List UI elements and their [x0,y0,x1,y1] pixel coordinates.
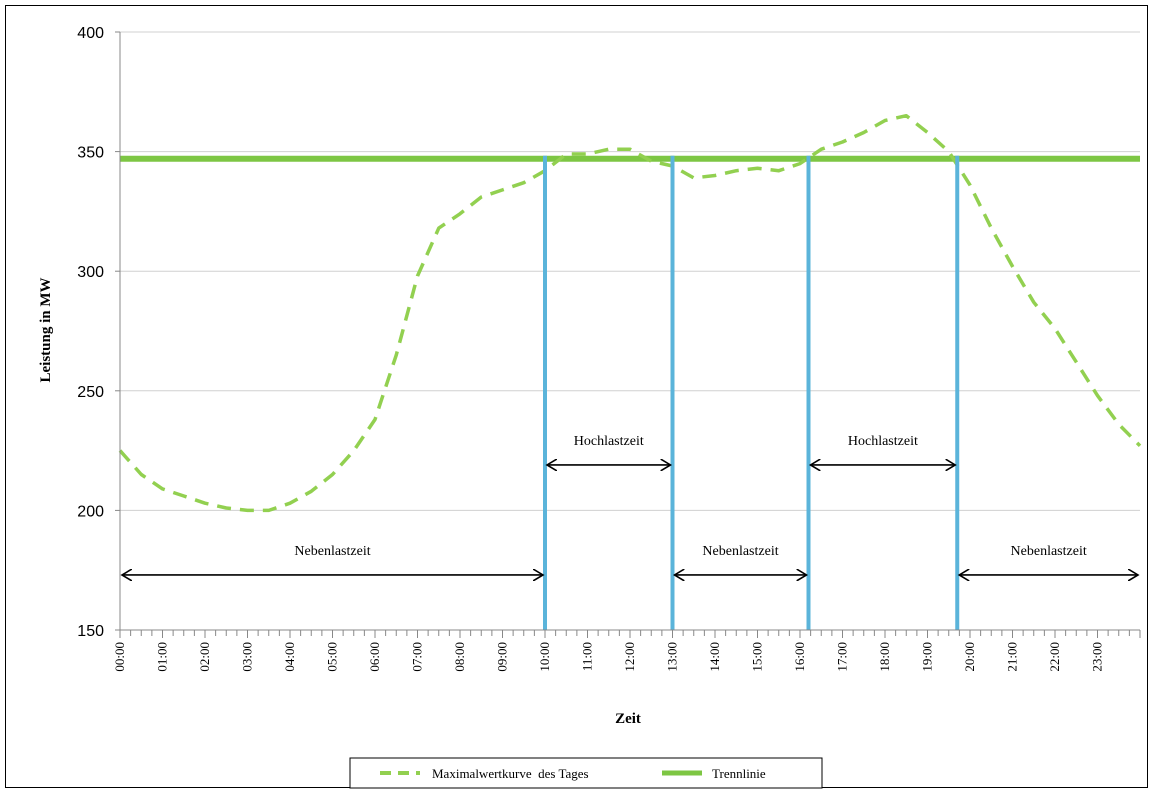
x-tick-label: 19:00 [920,642,935,672]
x-tick-label: 13:00 [665,642,680,672]
gridlines [120,31,1140,511]
y-tick-label: 200 [77,503,104,520]
annotation-label: Nebenlastzeit [294,544,370,559]
x-tick-label: 10:00 [537,642,552,672]
series-line-maximalwertkurve [118,113,1142,513]
x-tick-label: 04:00 [282,642,297,672]
legend-label-curve: Maximalwertkurve des Tages [432,766,589,781]
x-tick-label: 15:00 [750,642,765,672]
x-tick-label: 08:00 [452,642,467,672]
x-tick-label: 20:00 [962,642,977,672]
axes: 150 200 250 300 350 400 00:00 01:00 02:00 03:00 04… [77,25,1141,672]
x-tick-label: 14:00 [707,642,722,672]
x-tick-label: 03:00 [240,642,255,672]
x-axis-title: Zeit [615,711,641,727]
legend: Maximalwertkurve des Tages Trennlinie [349,757,823,789]
annotation-label: Hochlastzeit [848,434,918,449]
x-tick-label: 01:00 [155,642,170,672]
x-tick-label: 23:00 [1090,642,1105,672]
x-tick-label: 00:00 [112,642,127,672]
legend-box [349,757,823,789]
x-tick-label: 05:00 [325,642,340,672]
legend-label-threshold: Trennlinie [712,766,766,781]
x-tick-label: 18:00 [877,642,892,672]
x-tick-label: 07:00 [410,642,425,672]
annotation-label: Hochlastzeit [574,434,644,449]
annotations: Nebenlastzeit Hochlastzeit Nebenlastzeit Ho… [122,434,1138,575]
x-tick-label: 22:00 [1047,642,1062,672]
x-tick-label: 06:00 [367,642,382,672]
y-tick-label: 300 [77,264,104,281]
plot-area [118,113,1142,630]
x-tick-label: 21:00 [1005,642,1020,672]
x-tick-label: 16:00 [792,642,807,672]
x-tick-label: 02:00 [197,642,212,672]
y-tick-label: 150 [77,623,104,640]
annotation-label: Nebenlastzeit [702,544,778,559]
x-tick-label: 11:00 [580,642,595,671]
annotation-label: Nebenlastzeit [1011,544,1087,559]
y-tick-label: 250 [77,384,104,401]
y-tick-label: 400 [77,25,104,42]
x-tick-label: 12:00 [622,642,637,672]
y-tick-label: 350 [77,145,104,162]
y-axis-title: Leistung in MW [38,277,54,382]
x-tick-label: 09:00 [495,642,510,672]
x-tick-label: 17:00 [835,642,850,672]
